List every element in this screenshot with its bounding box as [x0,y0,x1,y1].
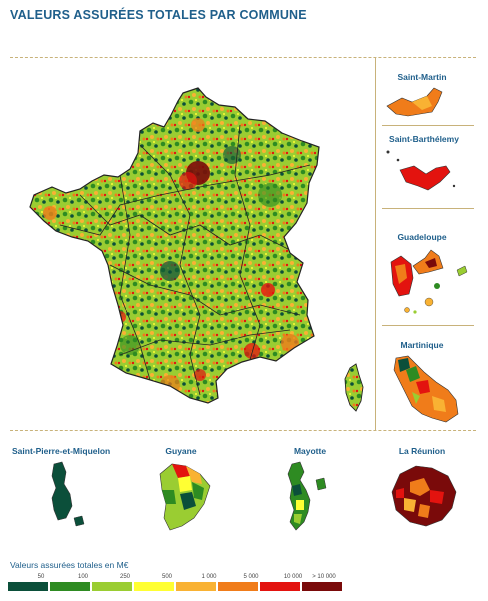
label-mayotte: Mayotte [293,446,327,456]
vertical-divider [375,58,376,430]
legend-swatch [302,582,342,591]
guyane-map[interactable] [156,460,216,532]
reunion-map[interactable] [386,462,462,530]
label-saint-pierre: Saint-Pierre-et-Miquelon [12,446,111,456]
legend-tick-label: 500 [161,574,173,580]
divider-saint-barthelemy [382,208,474,209]
france-map[interactable] [20,85,370,415]
legend-tick-label: 100 [77,574,89,580]
middle-divider [10,430,476,431]
legend-swatch [176,582,216,591]
saint-martin-map[interactable] [382,84,472,122]
saint-barthelemy-map[interactable] [384,146,470,196]
legend-tick-label: 5 000 [243,574,259,580]
legend-swatch [260,582,300,591]
legend-tick-label: 250 [119,574,131,580]
mayotte-map[interactable] [282,460,338,534]
corsica-shape [344,363,364,412]
legend-swatch [8,582,48,591]
map-title: VALEURS ASSURÉES TOTALES PAR COMMUNE [10,8,307,22]
legend-title: Valeurs assurées totales en M€ [10,560,129,570]
martinique-map[interactable] [386,352,472,426]
legend-swatch [50,582,90,591]
divider-guadeloupe [382,325,474,326]
legend-swatch [92,582,132,591]
legend-ticks: 50 100 250 500 1 000 5 000 10 000 > 10 0… [8,574,344,582]
label-saint-barthelemy: Saint-Barthélemy [389,134,459,144]
legend-color-bar [8,582,344,591]
label-reunion: La Réunion [398,446,446,456]
guadeloupe-map[interactable] [385,244,471,316]
label-saint-martin: Saint-Martin [397,72,447,82]
legend-swatch [218,582,258,591]
legend-tick-label: 10 000 [283,574,303,580]
legend-tick-label: > 10 000 [312,574,336,580]
label-guyane: Guyane [165,446,197,456]
legend-tick-label: 1 000 [201,574,217,580]
divider-saint-martin [382,125,474,126]
legend-tick-label: 50 [37,574,45,580]
top-divider [10,57,476,58]
saint-pierre-map[interactable] [40,460,100,532]
legend-swatch [134,582,174,591]
label-guadeloupe: Guadeloupe [397,232,447,242]
label-martinique: Martinique [400,340,444,350]
